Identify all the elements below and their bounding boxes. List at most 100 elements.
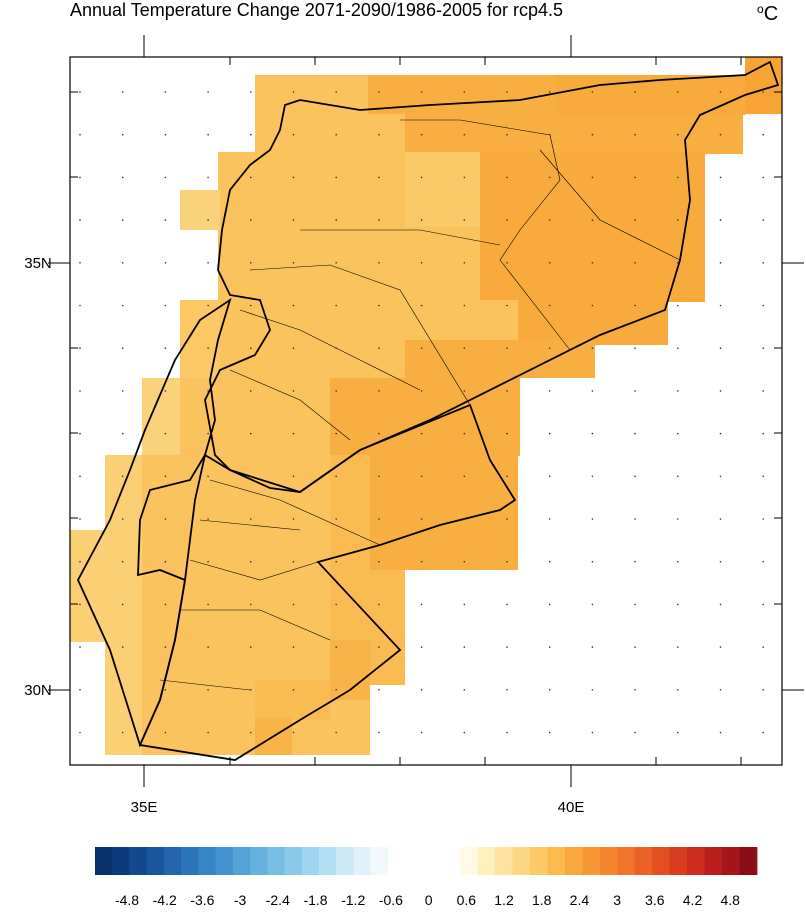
- colorbar-label: 0.6: [457, 892, 477, 908]
- colorbar-label: 4.2: [683, 892, 703, 908]
- x-tick-label: 35E: [131, 799, 158, 816]
- grid-dot: [164, 262, 167, 264]
- grid-dot: [463, 432, 466, 435]
- grid-dot: [79, 646, 81, 648]
- grid-dot: [719, 518, 722, 520]
- grid-dot: [548, 176, 551, 179]
- colorbar-box: [634, 847, 653, 875]
- grid-dot: [378, 304, 380, 307]
- grid-dot: [762, 603, 764, 606]
- grid-dot: [164, 390, 167, 392]
- grid-dot: [335, 731, 338, 734]
- grid-dot: [250, 91, 252, 93]
- colorbar-label: -0.6: [379, 892, 403, 908]
- grid-dot: [591, 133, 594, 136]
- grid-dot: [79, 518, 81, 520]
- grid-dot: [506, 560, 508, 563]
- grid-dot: [292, 432, 295, 435]
- grid-dot: [121, 518, 124, 520]
- grid-dot: [506, 91, 508, 93]
- grid-dot: [506, 347, 508, 350]
- grid-dot: [677, 560, 679, 563]
- grid-dot: [378, 689, 380, 691]
- grid-dot: [121, 646, 124, 648]
- grid-dot: [121, 689, 124, 691]
- grid-dot: [506, 432, 508, 435]
- units-sup: o: [757, 2, 764, 16]
- grid-dot: [591, 646, 594, 648]
- grid-dot: [207, 689, 209, 691]
- grid-dot: [634, 304, 636, 307]
- grid-dot: [250, 219, 252, 221]
- grid-dot: [719, 133, 722, 136]
- grid-dot: [463, 731, 466, 734]
- grid-dot: [634, 133, 636, 136]
- grid-dot: [420, 603, 423, 606]
- grid-dot: [719, 176, 722, 179]
- colorbar-label: 2.4: [570, 892, 590, 908]
- grid-dot: [250, 432, 252, 435]
- grid-dot: [463, 560, 466, 563]
- grid-dot: [121, 176, 124, 179]
- colorbar-box: [460, 847, 478, 875]
- map-frame: [69, 56, 783, 766]
- grid-dot: [634, 432, 636, 435]
- grid-dot: [762, 91, 764, 93]
- grid-dot: [463, 390, 466, 392]
- grid-dot: [121, 603, 124, 606]
- grid-dot: [548, 731, 551, 734]
- colorbar-box: [704, 847, 723, 875]
- borders: [76, 60, 780, 761]
- grid-dot: [164, 133, 167, 136]
- grid-dot: [634, 347, 636, 350]
- temperature-cells: [70, 57, 782, 755]
- grid-dot: [634, 262, 636, 264]
- grid-dot: [591, 560, 594, 563]
- grid-dot: [719, 347, 722, 350]
- grid-dot: [548, 304, 551, 307]
- colorbar-box: [722, 847, 740, 875]
- grid-dot: [207, 219, 209, 221]
- grid-dot: [79, 432, 81, 435]
- grid-dot: [719, 219, 722, 221]
- grid-dot: [420, 262, 423, 264]
- grid-dot: [762, 560, 764, 563]
- grid-dot: [335, 518, 338, 520]
- grid-dot: [207, 304, 209, 307]
- grid-dot: [164, 475, 167, 478]
- grid-dot: [420, 475, 423, 478]
- grid-dot: [292, 176, 295, 179]
- grid-dot: [677, 304, 679, 307]
- grid-dot: [677, 689, 679, 691]
- grid-dot: [335, 304, 338, 307]
- grid-dot: [591, 390, 594, 392]
- colorbar-box: [669, 847, 688, 875]
- grid-dot: [677, 91, 679, 93]
- grid-dot: [378, 603, 380, 606]
- grid-dot: [335, 347, 338, 350]
- grid-dot: [250, 390, 252, 392]
- grid-dot: [207, 262, 209, 264]
- colorbar-box: [652, 847, 671, 875]
- grid-dot: [634, 390, 636, 392]
- grid-dot: [634, 560, 636, 563]
- grid-dot: [121, 390, 124, 392]
- grid-dot: [677, 347, 679, 350]
- grid-dot: [79, 133, 81, 136]
- grid-dot: [164, 91, 167, 93]
- grid-dot: [79, 304, 81, 307]
- grid-dot: [164, 689, 167, 691]
- grid-dot: [207, 91, 209, 93]
- grid-dot: [207, 731, 209, 734]
- grid-dot: [335, 475, 338, 478]
- grid-dot: [250, 518, 252, 520]
- grid-dot: [121, 133, 124, 136]
- grid-dot: [463, 91, 466, 93]
- grid-dot: [634, 219, 636, 221]
- grid-dot: [762, 176, 764, 179]
- colorbar-box: [582, 847, 601, 875]
- colorbar-label: -3: [234, 892, 247, 908]
- colorbar-box: [112, 847, 130, 875]
- grid-dot: [207, 560, 209, 563]
- grid-dot: [79, 347, 81, 350]
